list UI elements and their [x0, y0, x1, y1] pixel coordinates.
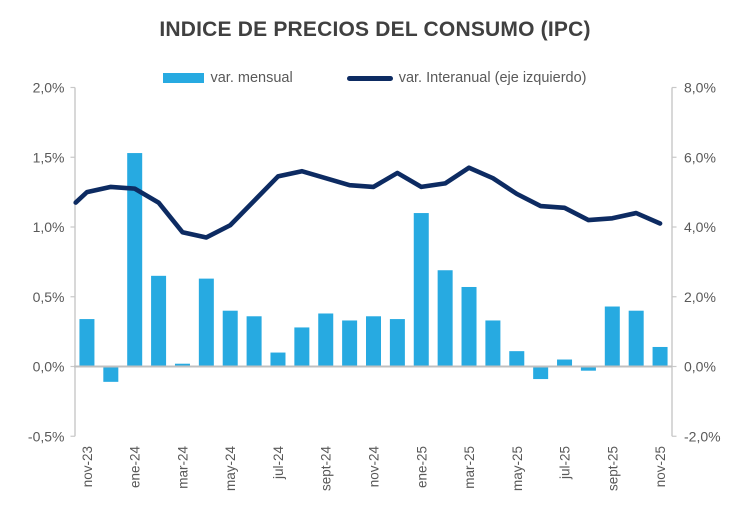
x-axis-label: mar-24 — [175, 446, 190, 489]
right-axis-label: 6,0% — [684, 149, 716, 165]
legend-label-yoy: var. Interanual (eje izquierdo) — [398, 70, 587, 86]
x-axis-label: ene-25 — [414, 446, 429, 488]
x-axis-label: nov-25 — [653, 446, 668, 487]
legend-item-yoy: var. Interanual (eje izquierdo) — [346, 70, 587, 86]
left-axis-label: 2,0% — [33, 80, 65, 96]
x-axis-label: mar-25 — [462, 446, 477, 489]
x-axis-label: may-24 — [223, 446, 238, 492]
left-axis-label: -0,5% — [28, 428, 65, 444]
line-swatch-icon — [346, 75, 393, 81]
right-axis-label: 4,0% — [684, 219, 716, 235]
bar-may-24 — [222, 310, 238, 367]
bar-jun-25 — [533, 366, 549, 380]
right-axis-label: 0,0% — [684, 359, 716, 375]
bar-dic-23 — [103, 366, 119, 382]
bar-ene-24 — [127, 153, 143, 367]
bar-may-25 — [509, 351, 525, 367]
x-axis-label: may-25 — [510, 446, 525, 491]
bar-ago-24 — [294, 327, 310, 367]
legend-label-monthly: var. mensual — [210, 70, 293, 86]
x-axis-label: nov-23 — [80, 446, 95, 487]
bar-abr-25 — [485, 320, 501, 367]
right-axis-label: 8,0% — [684, 80, 716, 96]
bar-swatch-icon — [163, 73, 205, 83]
left-axis-label: 0,0% — [33, 359, 65, 375]
right-axis-label: -2,0% — [684, 428, 721, 444]
x-axis-label: ene-24 — [128, 446, 143, 489]
x-axis-label: jul-25 — [558, 446, 573, 480]
bar-oct-25 — [628, 310, 644, 367]
bar-nov-23 — [79, 319, 95, 367]
bar-jul-25 — [557, 359, 573, 367]
bar-sept-24 — [318, 313, 334, 367]
bar-feb-25 — [437, 270, 453, 367]
bar-jun-24 — [246, 316, 262, 367]
bar-dic-24 — [389, 319, 405, 367]
left-axis-label: 1,0% — [33, 219, 65, 235]
left-axis-label: 0,5% — [33, 289, 65, 305]
left-axis-label: 1,5% — [33, 149, 65, 165]
bar-mar-24 — [174, 363, 190, 367]
bar-ago-25 — [580, 366, 596, 371]
legend-item-monthly: var. mensual — [163, 70, 293, 86]
bar-abr-24 — [198, 278, 214, 367]
right-axis-label: 2,0% — [684, 289, 716, 305]
bar-nov-24 — [366, 316, 381, 367]
bar-mar-25 — [461, 286, 477, 367]
chart-title: INDICE DE PRECIOS DEL CONSUMO (IPC) — [159, 18, 591, 41]
bar-jul-24 — [270, 352, 286, 367]
bar-feb-24 — [151, 275, 167, 367]
x-axis-label: sept-25 — [605, 446, 620, 491]
bar-sept-25 — [604, 306, 620, 367]
x-axis-label: sept-24 — [319, 446, 334, 492]
yoy-line — [73, 165, 663, 240]
bar-nov-25 — [652, 346, 668, 367]
chart-legend: var. mensual var. Interanual (eje izquie… — [0, 70, 750, 86]
bar-ene-25 — [413, 213, 429, 367]
bar-oct-24 — [342, 320, 358, 367]
x-axis-label: jul-24 — [271, 446, 286, 481]
x-axis-label: nov-24 — [367, 446, 382, 488]
